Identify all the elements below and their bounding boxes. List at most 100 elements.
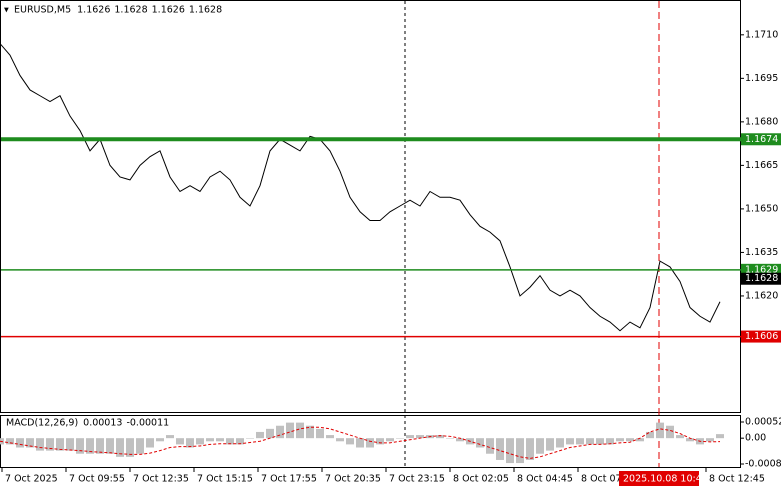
histogram-bar (336, 438, 344, 442)
histogram-bar (506, 438, 514, 464)
y-tick-label: 0.00052 (745, 417, 781, 428)
last-price-label: 1.1628 (745, 273, 778, 284)
histogram-bar (716, 434, 724, 439)
y-tick-label: 1.1620 (745, 290, 778, 301)
histogram-bar (416, 435, 424, 439)
macd-title: MACD(12,26,9) (6, 418, 78, 429)
histogram-bar (676, 435, 684, 439)
level-label: 1.1629 (745, 264, 778, 275)
histogram-bar (656, 422, 664, 439)
y-tick-label: 1.1650 (745, 203, 778, 214)
histogram-bar (376, 438, 384, 445)
histogram-bar (286, 422, 294, 439)
histogram-bar (46, 438, 54, 451)
crosshair-time-box (619, 471, 699, 486)
last-price-box (741, 272, 781, 285)
histogram-bar (316, 428, 324, 439)
histogram-bar (356, 438, 364, 448)
histogram-bar (266, 428, 274, 439)
x-tick-label: 7 Oct 09:55 (69, 474, 125, 485)
histogram-bar (276, 425, 284, 439)
ohlc-value: 1.1628 (189, 5, 222, 16)
price-line (0, 43, 721, 332)
histogram-bar (156, 438, 164, 442)
histogram-bar (436, 435, 444, 439)
histogram-bar (106, 438, 114, 454)
x-tick-label: 7 Oct 2025 (5, 474, 58, 485)
histogram-bar (566, 438, 574, 445)
level-label-box (741, 133, 781, 146)
histogram-bar (236, 438, 244, 445)
histogram-bar (6, 438, 14, 445)
x-tick-label: 7 Oct 12:35 (133, 474, 189, 485)
x-tick-label: 7 Oct 17:55 (261, 474, 317, 485)
histogram-bar (186, 438, 194, 448)
histogram-bar (326, 435, 334, 439)
histogram-bar (296, 422, 304, 439)
histogram-bar (76, 438, 84, 454)
histogram-bar (386, 438, 394, 442)
y-tick-label: 1.1635 (745, 247, 778, 258)
signal-line (0, 426, 721, 459)
histogram-bar (96, 438, 104, 454)
x-tick-label: 8 Oct 12:45 (709, 474, 765, 485)
histogram-bar (196, 438, 204, 445)
y-tick-label: -0.00083 (745, 459, 781, 470)
histogram-bar (446, 438, 454, 439)
ohlc-value: 1.1626 (77, 5, 110, 16)
histogram-bar (496, 438, 504, 460)
x-tick-label: 7 Oct 15:15 (197, 474, 253, 485)
histogram-bar (26, 438, 34, 448)
histogram-bar (396, 438, 404, 439)
x-tick-label: 8 Oct 07: (581, 474, 625, 485)
histogram-bar (546, 438, 554, 451)
histogram-bar (216, 438, 224, 442)
histogram-bar (16, 438, 24, 448)
histogram-bar (456, 438, 464, 442)
histogram-bar (56, 438, 64, 451)
histogram-bar (586, 438, 594, 445)
histogram-bar (536, 438, 544, 454)
histogram-bar (246, 438, 254, 439)
histogram-bar (686, 438, 694, 442)
histogram-bar (116, 438, 124, 457)
histogram-bar (556, 438, 564, 448)
histogram-bar (366, 438, 374, 448)
histogram-bar (406, 435, 414, 439)
symbol-title: EURUSD,M5 (14, 5, 71, 16)
histogram-bar (516, 438, 524, 464)
x-tick-label: 8 Oct 04:45 (517, 474, 573, 485)
level-label-box (741, 330, 781, 343)
x-tick-label: 8 Oct 02:05 (453, 474, 509, 485)
ohlc-value: 1.1626 (152, 5, 185, 16)
signal-value: -0.00011 (126, 418, 169, 429)
histogram-bar (146, 438, 154, 448)
macd-value: 0.00013 (83, 418, 122, 429)
histogram-bar (616, 438, 624, 442)
histogram-bar (256, 431, 264, 439)
histogram-bar (596, 438, 604, 445)
histogram-bar (636, 438, 644, 442)
histogram-bar (576, 438, 584, 445)
x-tick-label: 7 Oct 23:15 (389, 474, 445, 485)
histogram-bar (66, 438, 74, 451)
histogram-bar (646, 431, 654, 439)
histogram-bar (606, 438, 614, 445)
histogram-bar (226, 438, 234, 445)
histogram-bar (476, 438, 484, 448)
histogram-bar (526, 438, 534, 460)
histogram-bar (176, 438, 184, 445)
y-tick-label: 0.00 (745, 433, 766, 444)
ohlc-value: 1.1628 (114, 5, 147, 16)
histogram-bar (36, 438, 44, 451)
y-tick-label: 1.1695 (745, 73, 778, 84)
histogram-bar (706, 438, 714, 442)
crosshair-time-label: 2025.10.08 10:45 (623, 474, 708, 485)
symbol-arrow: ▾ (4, 5, 9, 16)
histogram-bar (306, 425, 314, 439)
level-label: 1.1606 (745, 331, 778, 342)
histogram-bar (86, 438, 94, 454)
histogram-bar (206, 438, 214, 442)
histogram-bar (166, 435, 174, 439)
